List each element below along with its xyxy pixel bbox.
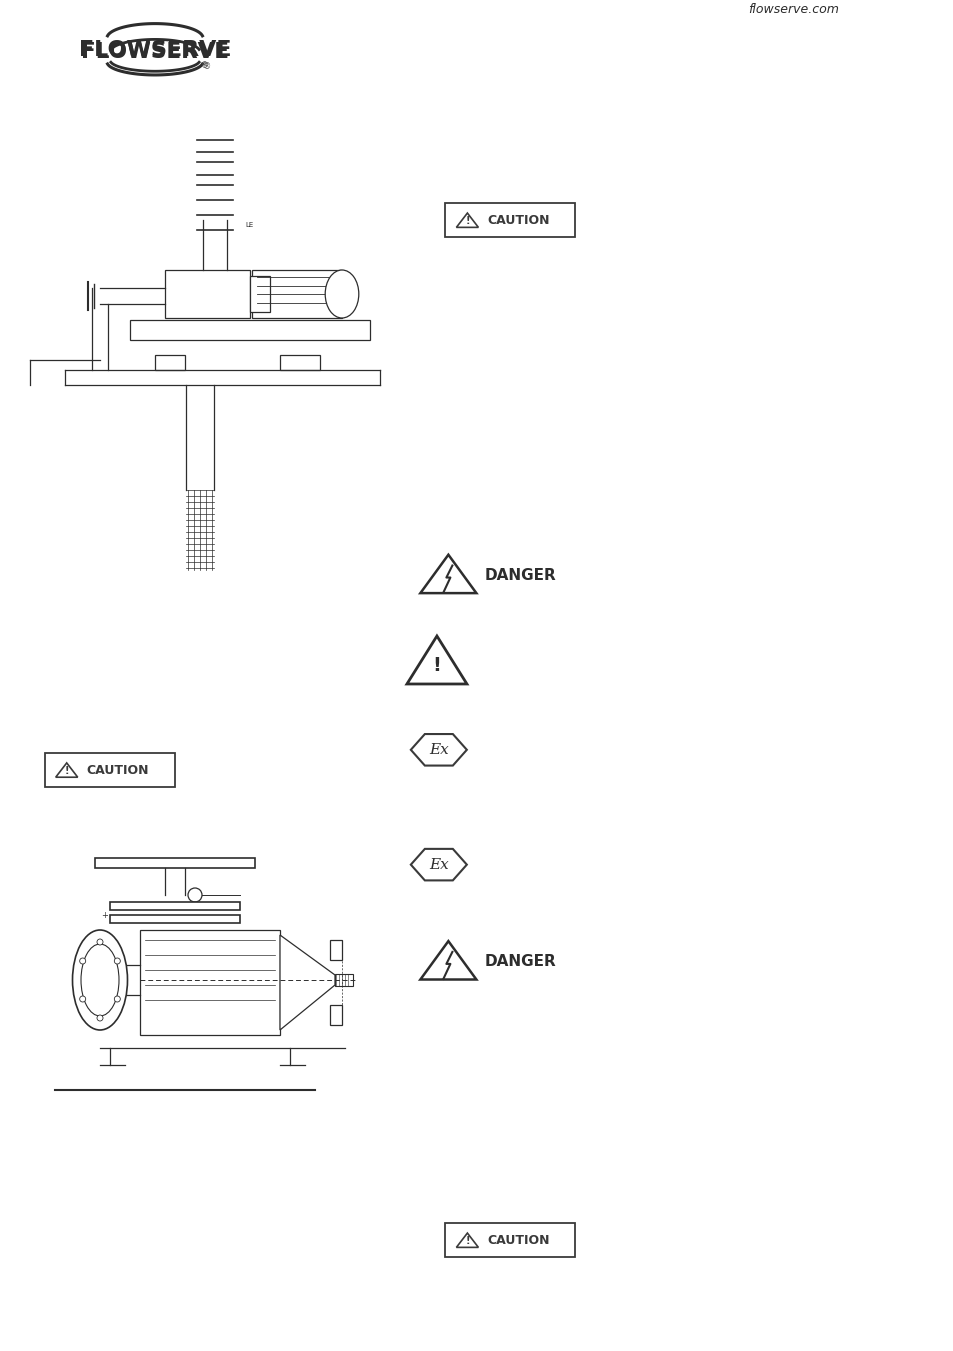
Polygon shape — [407, 636, 466, 684]
Bar — [165, 270, 250, 317]
Ellipse shape — [325, 270, 358, 317]
Circle shape — [114, 996, 120, 1002]
Circle shape — [188, 888, 202, 902]
Bar — [110, 902, 240, 911]
Text: +: + — [101, 912, 109, 920]
Circle shape — [80, 996, 86, 1002]
Polygon shape — [411, 848, 466, 881]
Polygon shape — [420, 942, 476, 979]
Polygon shape — [456, 1233, 477, 1247]
Text: DANGER: DANGER — [484, 567, 556, 584]
Bar — [445, 203, 575, 238]
Bar — [95, 858, 254, 867]
Text: FLOWSERVE: FLOWSERVE — [79, 41, 231, 59]
Bar — [330, 1005, 341, 1025]
Text: DANGER: DANGER — [484, 954, 556, 970]
Bar — [330, 940, 341, 961]
Polygon shape — [411, 734, 466, 766]
Text: flowserve.com: flowserve.com — [748, 3, 839, 16]
Polygon shape — [280, 935, 335, 1029]
Text: CAUTION: CAUTION — [87, 763, 149, 777]
Circle shape — [80, 958, 86, 965]
Bar — [250, 276, 270, 312]
Text: Ex: Ex — [429, 743, 448, 757]
Text: CAUTION: CAUTION — [487, 1233, 549, 1247]
Bar — [280, 355, 319, 370]
Polygon shape — [420, 555, 476, 593]
Text: ®: ® — [201, 62, 209, 70]
Text: !: ! — [465, 216, 469, 226]
Bar — [140, 929, 280, 1035]
Bar — [110, 915, 240, 923]
Circle shape — [97, 939, 103, 944]
Text: ®: ® — [203, 62, 211, 72]
Circle shape — [114, 958, 120, 965]
Text: FLOWSERVE: FLOWSERVE — [81, 42, 229, 62]
Polygon shape — [456, 213, 477, 227]
Bar — [252, 270, 341, 317]
Text: Ex: Ex — [429, 858, 448, 871]
Ellipse shape — [81, 944, 119, 1016]
Bar — [335, 974, 353, 986]
Text: CAUTION: CAUTION — [487, 213, 549, 227]
Text: !: ! — [432, 657, 441, 676]
Bar — [154, 355, 185, 370]
Polygon shape — [55, 763, 77, 777]
Circle shape — [97, 1015, 103, 1021]
Text: LE: LE — [245, 222, 253, 228]
Bar — [130, 320, 370, 340]
Bar — [45, 753, 174, 788]
Ellipse shape — [72, 929, 128, 1029]
Bar — [445, 1223, 575, 1258]
Text: !: ! — [465, 1236, 469, 1246]
Text: !: ! — [65, 766, 69, 775]
